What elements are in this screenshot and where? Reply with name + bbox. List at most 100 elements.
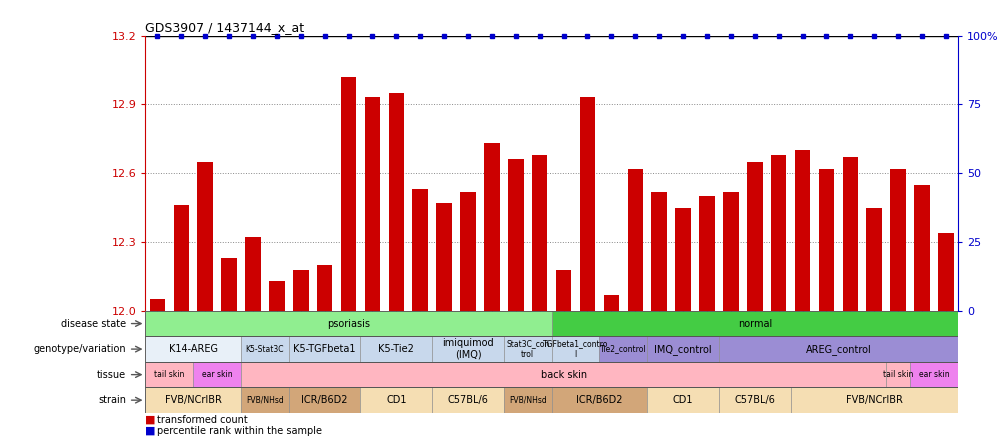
- Bar: [432, 387, 503, 413]
- Bar: [240, 362, 886, 387]
- Text: back skin: back skin: [540, 369, 586, 380]
- Bar: [240, 337, 289, 362]
- Bar: [145, 337, 957, 362]
- Text: disease state: disease state: [61, 318, 126, 329]
- Bar: [341, 77, 356, 311]
- Text: ICR/B6D2: ICR/B6D2: [301, 395, 348, 405]
- Bar: [145, 387, 957, 413]
- Bar: [221, 258, 236, 311]
- Bar: [718, 387, 790, 413]
- Bar: [794, 150, 810, 311]
- Bar: [293, 270, 309, 311]
- Text: tissue: tissue: [97, 369, 126, 380]
- Bar: [173, 205, 188, 311]
- Bar: [842, 157, 858, 311]
- Text: ■: ■: [145, 415, 155, 424]
- Text: psoriasis: psoriasis: [327, 318, 370, 329]
- Bar: [484, 143, 499, 311]
- Bar: [674, 208, 690, 311]
- Bar: [197, 162, 212, 311]
- Text: ear skin: ear skin: [918, 370, 948, 379]
- Bar: [771, 155, 786, 311]
- Bar: [145, 387, 240, 413]
- Text: tail skin: tail skin: [154, 370, 184, 379]
- Bar: [503, 387, 551, 413]
- Bar: [818, 169, 834, 311]
- Bar: [240, 387, 289, 413]
- Text: K14-AREG: K14-AREG: [168, 344, 217, 354]
- Bar: [531, 155, 547, 311]
- Text: percentile rank within the sample: percentile rank within the sample: [157, 426, 323, 436]
- Text: IMQ_control: IMQ_control: [653, 344, 711, 355]
- Text: ICR/B6D2: ICR/B6D2: [575, 395, 622, 405]
- Text: K5-TGFbeta1: K5-TGFbeta1: [294, 344, 356, 354]
- Bar: [722, 191, 737, 311]
- Text: C57BL/6: C57BL/6: [733, 395, 775, 405]
- Text: C57BL/6: C57BL/6: [447, 395, 488, 405]
- Bar: [866, 208, 881, 311]
- Bar: [646, 387, 718, 413]
- Text: transformed count: transformed count: [157, 415, 247, 424]
- Text: imiquimod
(IMQ): imiquimod (IMQ): [442, 338, 493, 360]
- Text: Stat3C_con
trol: Stat3C_con trol: [506, 339, 549, 359]
- Bar: [909, 362, 957, 387]
- Text: FVB/NHsd: FVB/NHsd: [245, 396, 284, 404]
- Text: ■: ■: [145, 426, 155, 436]
- Bar: [460, 191, 475, 311]
- Bar: [289, 337, 360, 362]
- Bar: [603, 295, 618, 311]
- Bar: [551, 387, 646, 413]
- Bar: [790, 387, 957, 413]
- Text: GDS3907 / 1437144_x_at: GDS3907 / 1437144_x_at: [145, 21, 305, 34]
- Bar: [365, 98, 380, 311]
- Bar: [937, 233, 953, 311]
- Text: FVB/NHsd: FVB/NHsd: [508, 396, 546, 404]
- Bar: [886, 362, 909, 387]
- Text: FVB/NCrIBR: FVB/NCrIBR: [164, 395, 221, 405]
- Bar: [646, 337, 718, 362]
- Bar: [317, 265, 332, 311]
- Bar: [890, 169, 905, 311]
- Text: CD1: CD1: [672, 395, 692, 405]
- Bar: [551, 311, 957, 337]
- Text: AREG_control: AREG_control: [805, 344, 871, 355]
- Bar: [412, 189, 428, 311]
- Bar: [579, 98, 594, 311]
- Text: genotype/variation: genotype/variation: [34, 344, 126, 354]
- Text: K5-Stat3C: K5-Stat3C: [245, 345, 284, 353]
- Text: CD1: CD1: [386, 395, 406, 405]
- Text: FVB/NCrIBR: FVB/NCrIBR: [845, 395, 902, 405]
- Text: tail skin: tail skin: [882, 370, 913, 379]
- Bar: [508, 159, 523, 311]
- Bar: [627, 169, 642, 311]
- Text: K5-Tie2: K5-Tie2: [378, 344, 414, 354]
- Bar: [746, 162, 762, 311]
- Bar: [698, 196, 714, 311]
- Bar: [145, 362, 193, 387]
- Bar: [289, 387, 360, 413]
- Text: TGFbeta1_contro
l: TGFbeta1_contro l: [542, 339, 607, 359]
- Text: strain: strain: [98, 395, 126, 405]
- Bar: [193, 362, 240, 387]
- Bar: [269, 281, 285, 311]
- Bar: [503, 337, 551, 362]
- Bar: [650, 191, 666, 311]
- Bar: [551, 337, 599, 362]
- Bar: [145, 362, 957, 387]
- Bar: [432, 337, 503, 362]
- Text: ear skin: ear skin: [201, 370, 232, 379]
- Bar: [244, 238, 261, 311]
- Text: normal: normal: [736, 318, 772, 329]
- Bar: [360, 337, 432, 362]
- Text: Tie2_control: Tie2_control: [599, 345, 646, 353]
- Bar: [149, 299, 165, 311]
- Bar: [145, 311, 957, 337]
- Bar: [555, 270, 571, 311]
- Bar: [718, 337, 957, 362]
- Bar: [145, 337, 240, 362]
- Bar: [388, 93, 404, 311]
- Bar: [436, 203, 452, 311]
- Bar: [145, 311, 551, 337]
- Bar: [914, 185, 929, 311]
- Bar: [599, 337, 646, 362]
